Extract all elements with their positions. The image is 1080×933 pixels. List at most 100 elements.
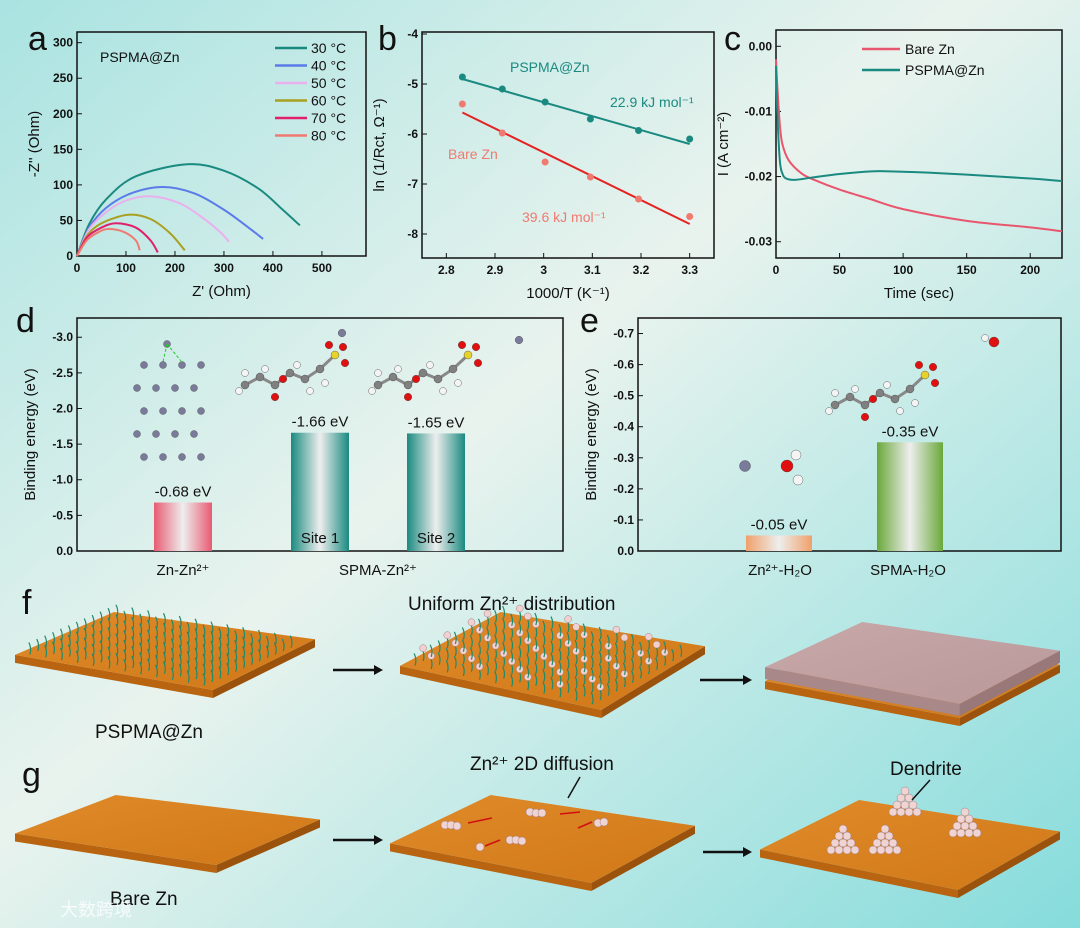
- polymer-brush: [582, 623, 586, 636]
- polymer-brush: [147, 648, 151, 662]
- hydrogen-atom: [831, 389, 839, 397]
- hydrogen-atom: [454, 379, 462, 387]
- polymer-brush: [115, 643, 119, 656]
- polymer-brush: [542, 669, 546, 682]
- polymer-brush: [123, 639, 127, 653]
- hydrogen-atom: [321, 379, 329, 387]
- zn-ion-sphere: [644, 632, 653, 641]
- dendrite-sphere: [960, 807, 970, 817]
- watermark-logo: 大数跨境: [60, 900, 132, 920]
- dendrite-sphere: [880, 838, 890, 848]
- polymer-brush: [139, 642, 143, 656]
- polymer-brush: [99, 611, 103, 624]
- y-tick-label: 0.00: [749, 39, 773, 53]
- data-point: [686, 135, 694, 143]
- polymer-brush: [550, 652, 554, 666]
- current-curve-1: [775, 65, 1063, 183]
- y-tick-label: -0.4: [613, 420, 634, 434]
- polymer-brush: [590, 643, 594, 656]
- y-tick-label: 100: [53, 178, 73, 192]
- carbon-atom: [433, 374, 443, 384]
- polymer-brush: [606, 634, 610, 648]
- process-arrowhead: [374, 665, 383, 675]
- nyquist-curve-5: [76, 227, 141, 257]
- oxygen-atom: [869, 395, 878, 404]
- bar-value-label: -1.65 eV: [408, 414, 465, 431]
- polymer-brush: [131, 645, 135, 659]
- x-tick-label: 2.8: [438, 263, 455, 277]
- polymer-brush: [131, 636, 135, 649]
- pspma-zn-label: PSPMA@Zn: [95, 722, 203, 743]
- polymer-brush: [574, 688, 578, 701]
- carbon-atom: [905, 384, 915, 394]
- bar-0: [154, 502, 212, 551]
- data-point: [635, 195, 643, 203]
- polymer-brush: [265, 636, 269, 649]
- carbon-atom: [830, 400, 840, 410]
- x-tick-label: 50: [833, 263, 847, 277]
- polymer-brush: [582, 647, 586, 661]
- zn-atom: [152, 384, 160, 392]
- polymer-brush: [44, 645, 48, 658]
- polymer-brush: [598, 639, 602, 652]
- zn-atom: [197, 361, 205, 369]
- oxygen-atom: [271, 393, 280, 402]
- bar-value-label: -0.68 eV: [155, 484, 212, 501]
- polymer-brush: [107, 636, 111, 650]
- legend-label: Bare Zn: [905, 41, 955, 57]
- dendrite-sphere: [826, 845, 836, 855]
- polymer-brush: [194, 628, 198, 641]
- dendrite-slab-top-face: [760, 800, 1060, 890]
- polymer-brush: [486, 626, 489, 639]
- dendrite-sphere: [952, 821, 962, 831]
- dendrite-sphere: [838, 824, 848, 834]
- polymer-brush: [202, 663, 206, 676]
- polymer-brush: [194, 637, 198, 651]
- dendrite-sphere: [896, 807, 906, 817]
- water-oxygen-atom: [988, 336, 1000, 348]
- zn-ion-sphere: [564, 615, 572, 623]
- water-oxygen-atom: [780, 459, 794, 473]
- hydrogen-atom: [374, 369, 382, 377]
- carbon-atom: [875, 388, 885, 398]
- polymer-brush: [139, 613, 143, 626]
- bare-zn-slab-front-edge: [15, 833, 217, 873]
- carbon-atom: [300, 374, 310, 384]
- water-hydrogen-atom: [792, 474, 804, 486]
- polymer-brush: [202, 653, 206, 667]
- zn-ion-sphere: [516, 604, 524, 613]
- polymer-brush: [226, 633, 230, 647]
- polymer-brush: [123, 630, 127, 643]
- polymer-brush: [131, 616, 135, 630]
- polymer-brush: [234, 649, 238, 663]
- dendrite-sphere: [888, 807, 898, 817]
- x-tick-label: 150: [957, 263, 977, 277]
- polymer-brush: [147, 610, 151, 623]
- dendrite-sphere: [900, 800, 910, 810]
- dendrite-sphere: [892, 845, 902, 855]
- polymer-brush: [131, 607, 135, 620]
- polymer-brush: [210, 631, 214, 644]
- x-tick-label: 0: [74, 261, 81, 275]
- polymer-brush: [107, 627, 111, 640]
- polymer-brush: [178, 615, 182, 629]
- polymer-brush: [123, 610, 127, 624]
- polymer-brush: [550, 616, 554, 629]
- bar-1: [291, 432, 349, 551]
- hydrogen-atom: [241, 369, 249, 377]
- dendrite-sphere: [842, 845, 852, 855]
- y-tick-label: 150: [53, 142, 73, 156]
- oxygen-atom: [458, 341, 467, 350]
- dendrite-label: Dendrite: [890, 759, 962, 780]
- y-tick-label: -0.1: [613, 513, 634, 527]
- dendrite-sphere: [964, 828, 974, 838]
- polymer-brush: [194, 618, 198, 631]
- panel-label-g: g: [22, 756, 41, 794]
- pspma-zn-slab-side-edge: [213, 639, 315, 698]
- polymer-brush: [155, 664, 158, 678]
- polymer-brush: [218, 637, 222, 650]
- polymer-brush: [647, 649, 651, 663]
- data-point: [686, 213, 694, 220]
- panel-label-d: d: [16, 302, 35, 340]
- x-tick-label: 100: [893, 263, 913, 277]
